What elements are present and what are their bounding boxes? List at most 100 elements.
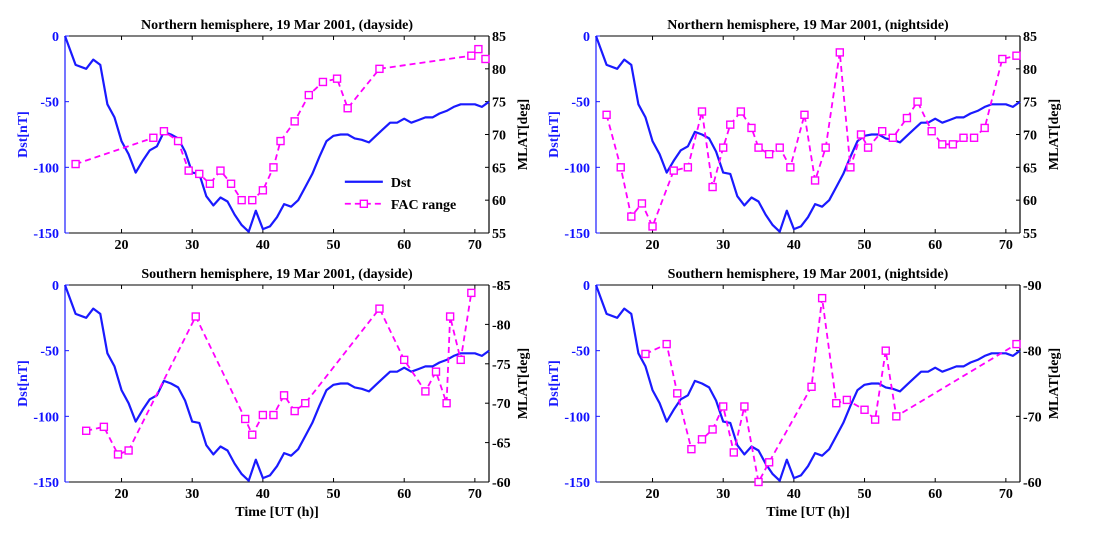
fac-range-point [637, 199, 647, 208]
y2-tick-label: -80 [492, 318, 511, 333]
fac-range-point [754, 143, 763, 152]
fac-range-point [445, 312, 455, 321]
fac-range-point [99, 422, 109, 432]
y2-tick-label: -85 [492, 279, 511, 294]
fac-range-point [842, 395, 852, 405]
x-tick-label: 50 [327, 238, 341, 253]
fac-range-point [662, 339, 671, 349]
y2-tick-label: 65 [1023, 161, 1037, 176]
legend-dst-label: Dst [391, 176, 412, 191]
fac-range-point [888, 133, 897, 142]
y2-tick-label: 85 [1023, 30, 1037, 45]
y2-tick-label: 80 [492, 63, 506, 78]
fac-range-point [279, 391, 289, 400]
legend-fac-label: FAC range [391, 198, 456, 213]
dst-line [594, 35, 1021, 233]
y-tick-label: -100 [564, 410, 590, 425]
y2-tick-label: -60 [1023, 476, 1042, 491]
fac-range-point [481, 54, 490, 64]
x-tick-label: 30 [716, 238, 730, 253]
y2-tick-label: 75 [492, 96, 506, 111]
fac-range-point [980, 123, 989, 133]
fac-range-point [456, 355, 465, 365]
dst-line [594, 284, 1021, 482]
fac-range-point [835, 48, 844, 57]
x-tick-label: 30 [716, 487, 730, 502]
fac-range-point [81, 426, 91, 435]
y-tick-label: 0 [52, 30, 59, 45]
fac-range-point [687, 444, 696, 454]
x-axis-label: Time [UT (h)] [235, 505, 318, 520]
fac-range-point [248, 195, 257, 205]
x-tick-label: 60 [928, 238, 942, 253]
y-axis-label: Dst[nT] [547, 360, 562, 407]
fac-range-point [442, 399, 451, 408]
panel-title: Northern hemisphere, 19 Mar 2001, (daysi… [141, 18, 413, 33]
fac-range-line [86, 292, 473, 456]
panel-south-dayside: Southern hemisphere, 19 Mar 2001, (daysi… [16, 267, 531, 520]
fac-range-point [1012, 51, 1021, 60]
x-tick-label: 40 [256, 238, 270, 253]
fac-range-point [673, 389, 682, 398]
fac-range-point [1012, 339, 1021, 349]
fac-range-point [927, 127, 936, 136]
fac-range-point [226, 179, 236, 188]
y2-tick-label: 80 [1023, 63, 1037, 78]
y-tick-label: -150 [33, 227, 59, 242]
y2-tick-label: 60 [1023, 194, 1037, 209]
fac-range-point [258, 186, 268, 195]
panel-title: Southern hemisphere, 19 Mar 2001, (night… [668, 267, 949, 282]
fac-range-point [892, 412, 901, 421]
y2-axis-label: MLAT[deg] [1047, 99, 1062, 170]
y2-tick-label: -65 [492, 437, 511, 452]
y2-axis-label: MLAT[deg] [1047, 348, 1062, 419]
y2-tick-label: 60 [492, 194, 506, 209]
y-tick-label: -50 [40, 96, 59, 111]
y2-tick-label: 70 [492, 129, 506, 144]
fac-range-point [870, 415, 880, 424]
fac-range-point [301, 399, 310, 408]
x-tick-label: 60 [397, 487, 411, 502]
fac-range-point [216, 166, 225, 175]
dst-line [63, 284, 490, 482]
fac-range-point [959, 133, 968, 142]
y2-tick-label: 75 [1023, 96, 1037, 111]
fac-range-point [697, 435, 707, 444]
x-tick-label: 70 [468, 487, 482, 502]
fac-range-point [832, 399, 841, 408]
fac-range-point [764, 458, 774, 467]
fac-range-point [191, 312, 200, 321]
fac-range-point [708, 182, 717, 192]
fac-range-point [248, 430, 257, 439]
legend: Dst FAC range [344, 176, 456, 213]
fac-range-point [729, 448, 738, 457]
fac-range-point [786, 163, 795, 172]
fac-range-point [775, 143, 784, 152]
y2-tick-label: 55 [492, 227, 506, 242]
fac-range-point [863, 143, 873, 152]
fac-range-point [856, 130, 866, 139]
fac-range-point [810, 176, 820, 185]
panel-title: Northern hemisphere, 19 Mar 2001, (night… [667, 18, 949, 33]
y-tick-label: 0 [583, 279, 590, 294]
fac-range-point [375, 64, 384, 74]
x-tick-label: 20 [646, 487, 660, 502]
fac-range-point [697, 107, 707, 116]
fac-range-point [240, 414, 250, 424]
fac-range-point [736, 107, 746, 116]
x-tick-label: 60 [928, 487, 942, 502]
fac-range-point [764, 149, 774, 159]
x-tick-label: 70 [468, 238, 482, 253]
fac-range-point [740, 402, 749, 411]
x-tick-label: 70 [999, 238, 1013, 253]
fac-range-line [605, 52, 1017, 229]
y2-tick-label: -70 [492, 397, 511, 412]
legend-fac-marker [359, 199, 369, 208]
y2-tick-label: -75 [492, 358, 511, 373]
y2-axis-label: MLAT[deg] [516, 99, 531, 170]
fac-range-point [807, 382, 816, 391]
fac-range-point [998, 54, 1007, 64]
y2-tick-label: 85 [492, 30, 506, 45]
fac-range-point [258, 410, 268, 420]
